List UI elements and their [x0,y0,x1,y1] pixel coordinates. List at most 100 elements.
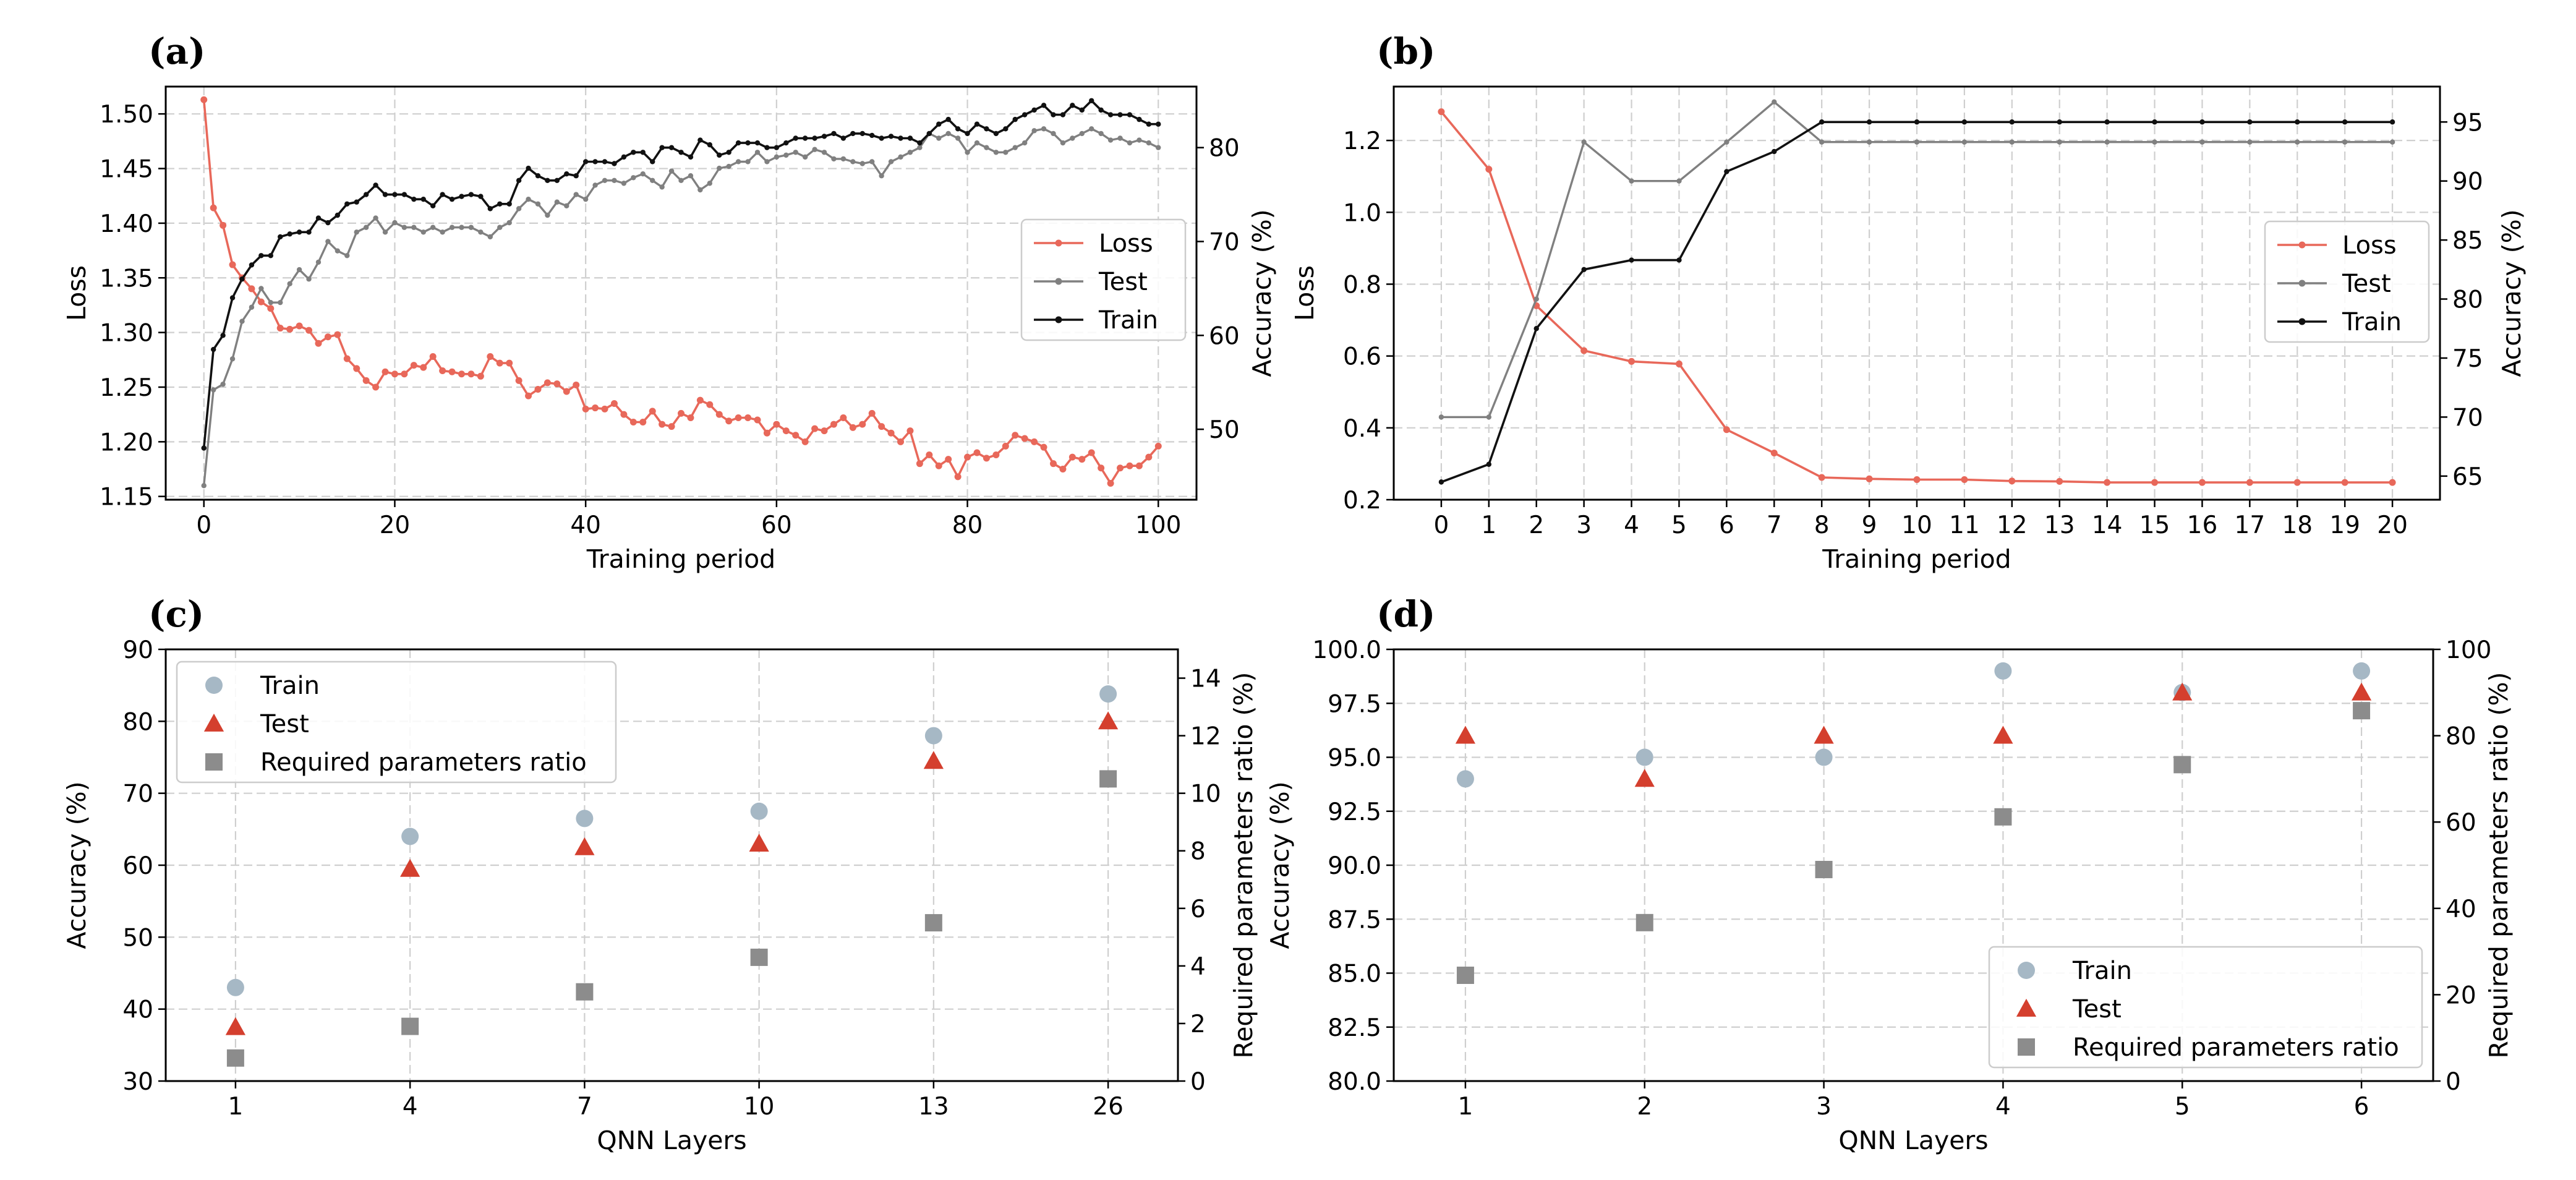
data-point [621,181,627,186]
data-point [1629,178,1634,184]
legend: Loss Test Train [2264,220,2430,343]
series-test [201,126,1161,489]
data-point [1156,145,1161,150]
data-point [315,340,322,347]
data-point [993,150,999,155]
data-point [735,159,741,165]
legend-label: Test [2342,270,2391,298]
data-point [878,423,885,430]
data-point [1117,135,1123,141]
x-tick-label: 7 [1767,511,1782,539]
data-point [420,196,426,202]
data-point [1146,140,1152,146]
y-tick-label-left: 90 [122,636,153,664]
data-point [1137,137,1142,143]
series-train [226,685,1117,996]
data-point [2342,139,2348,145]
data-point [1914,139,1920,145]
axes-frame [164,648,1179,1082]
data-point [487,206,493,212]
data-point [468,192,474,197]
data-point [592,159,598,165]
legend-swatch-marker [205,753,223,771]
data-point [936,121,942,127]
data-point [382,229,388,235]
data-point [534,386,542,393]
data-point [535,201,541,207]
data-point [602,159,608,165]
legend-box [176,661,617,784]
data-point [1146,121,1152,127]
data-point [696,396,704,404]
data-point [582,405,589,413]
data-point [1819,119,1825,125]
data-point [459,194,464,199]
data-point [1913,476,1921,483]
data-point [210,387,216,393]
x-tick-label: 6 [1719,511,1734,539]
y-tick-label-left: 0.2 [1343,487,1381,515]
data-point [477,372,484,380]
data-point [296,267,302,273]
data-point [526,196,531,202]
data-point [582,196,589,202]
data-marker [1455,725,1476,744]
data-point [2199,119,2205,125]
data-point [1002,442,1009,450]
data-point [1628,357,1636,365]
legend: Loss Test Train [1020,218,1187,341]
x-tick-label: 12 [1997,511,2028,539]
data-point [793,150,798,155]
data-point [573,381,580,388]
data-point [592,404,599,412]
y-tick-label-left: 80 [122,708,153,736]
data-point [1031,128,1037,134]
data-point [239,319,245,324]
data-point [697,187,703,193]
data-point [201,445,207,451]
data-point [707,142,713,148]
legend-swatch-marker [1055,239,1062,247]
y-tick-label-right: 6 [1190,896,1206,923]
legend-swatch-marker [2018,1038,2035,1056]
data-point [649,177,655,184]
data-point [1581,267,1587,273]
data-point [439,367,446,374]
data-point [362,377,370,384]
data-point [1021,112,1028,118]
y-tick-label-left: 1.35 [100,265,153,293]
data-point [717,165,722,171]
data-point [906,427,914,435]
data-marker [1994,808,2012,826]
legend-label: Test [2072,995,2122,1024]
y-tick-label-right: 12 [1190,723,1221,751]
data-point [1772,99,1777,105]
data-point [2009,119,2015,125]
y-tick-label-left: 1.40 [100,210,153,238]
data-point [506,201,512,207]
data-point [401,192,407,197]
data-point [1107,479,1114,487]
data-point [497,224,503,230]
x-tick-label: 2 [1637,1093,1652,1121]
data-point [840,135,847,141]
data-point [983,455,990,462]
data-point [545,212,550,218]
data-point [363,192,369,197]
data-point [468,224,474,230]
series-loss [1438,108,2396,486]
data-point [2104,479,2111,486]
x-tick-label: 4 [403,1093,418,1121]
data-point [917,140,923,146]
data-point [984,126,989,132]
data-point [668,145,675,150]
data-point [2247,119,2253,125]
data-point [268,299,273,306]
data-point [582,159,589,165]
data-point [401,370,408,378]
y-tick-label-right: 60 [2446,809,2476,837]
panel-label: (b) [1376,30,1435,72]
data-point [382,368,389,375]
data-point [296,322,303,330]
data-point [688,173,694,179]
